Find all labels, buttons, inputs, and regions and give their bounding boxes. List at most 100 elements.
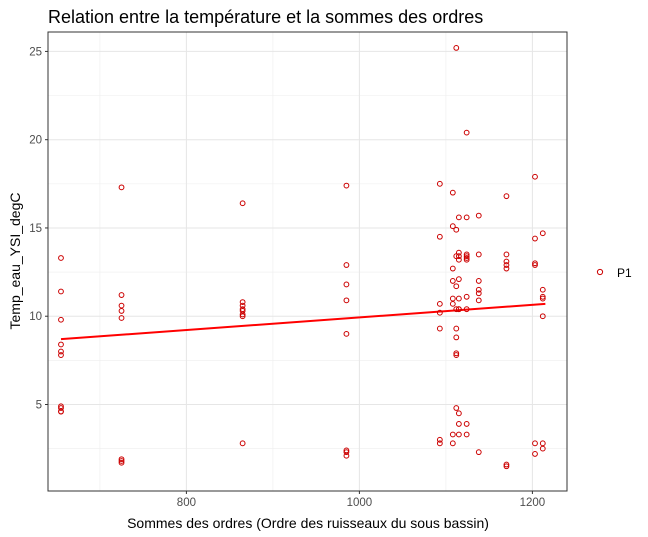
data-point (539, 293, 546, 300)
data-point (449, 300, 456, 307)
panel-border (47, 31, 568, 492)
data-point (532, 440, 538, 447)
data-point (463, 421, 470, 427)
chart-title: Relation entre la température et la somm… (48, 7, 483, 27)
data-point (475, 290, 482, 297)
data-point (455, 431, 462, 438)
data-point (453, 283, 460, 290)
legend-key-p1 (596, 268, 604, 276)
data-point (239, 311, 246, 318)
y-tick-label: 25 (29, 46, 42, 58)
data-point (118, 458, 125, 464)
x-axis-title: Sommes des ordres (Ordre des ruisseaux d… (127, 515, 489, 531)
data-point (436, 300, 443, 307)
data-point (455, 256, 462, 263)
data-point (475, 297, 482, 304)
data-point (539, 286, 546, 293)
data-point (455, 214, 462, 221)
data-point (455, 410, 462, 417)
data-point (532, 260, 538, 267)
data-point (503, 258, 510, 265)
data-point (503, 251, 510, 258)
grid-lines (47, 31, 568, 492)
data-point (453, 226, 460, 233)
data-point (539, 230, 546, 237)
data-point (532, 451, 538, 457)
data-point (343, 182, 350, 189)
data-point (436, 233, 443, 240)
data-point (436, 325, 443, 332)
data-point (455, 421, 462, 427)
y-tick-label: 10 (29, 311, 42, 323)
data-point (455, 276, 462, 283)
data-point (463, 253, 470, 260)
panel-background (48, 32, 567, 491)
data-point (239, 440, 246, 447)
data-point (436, 180, 443, 187)
x-tick-label: 1000 (347, 497, 373, 509)
data-point (453, 306, 460, 313)
data-point (449, 223, 456, 230)
data-point (58, 348, 64, 355)
data-point (239, 200, 246, 207)
data-point (463, 256, 470, 263)
data-point (58, 288, 64, 295)
data-point (343, 452, 350, 459)
data-point (436, 436, 443, 443)
data-point (118, 315, 125, 321)
y-tick-label: 15 (29, 223, 42, 235)
data-point (453, 352, 460, 358)
data-point (58, 255, 64, 261)
data-point (118, 456, 125, 463)
plot-panel (48, 32, 567, 491)
data-point (453, 325, 460, 332)
data-point (453, 405, 460, 411)
data-point (463, 431, 470, 438)
data-point (449, 431, 456, 438)
data-point (343, 262, 350, 268)
x-axis-ticks: 800 1000 1200 (177, 491, 545, 509)
data-point (453, 334, 460, 341)
data-point (453, 350, 460, 357)
y-tick-label: 20 (29, 135, 42, 147)
data-point (475, 212, 482, 219)
data-point (343, 330, 350, 337)
data-point (503, 262, 510, 268)
legend: P1 (596, 266, 632, 280)
data-point (475, 251, 482, 258)
data-point (58, 352, 64, 358)
data-point (503, 193, 510, 200)
data-point (343, 281, 350, 288)
data-point (503, 265, 510, 272)
data-point (118, 184, 125, 191)
data-point (532, 173, 538, 180)
data-point (449, 265, 456, 272)
data-points (58, 44, 546, 470)
data-point (539, 445, 546, 452)
data-point (455, 253, 462, 260)
data-point (449, 440, 456, 447)
data-point (58, 316, 64, 323)
data-point (475, 278, 482, 284)
data-point (475, 449, 482, 456)
data-point (436, 440, 443, 447)
data-point (58, 405, 64, 411)
y-axis-title: Temp_eau_YSI_degC (7, 193, 23, 330)
data-point (463, 293, 470, 300)
data-point (239, 299, 246, 306)
x-tick-label: 800 (177, 497, 196, 509)
data-point (463, 306, 470, 313)
data-point (503, 461, 510, 468)
legend-label-p1: P1 (617, 266, 632, 280)
data-point (118, 308, 125, 314)
data-point (463, 214, 470, 221)
data-point (453, 44, 460, 51)
data-point (532, 235, 538, 242)
data-point (239, 313, 246, 320)
data-point (503, 463, 510, 470)
y-axis-ticks: 5 10 15 20 25 (29, 46, 48, 411)
data-point (449, 189, 456, 196)
x-tick-label: 1200 (520, 497, 546, 509)
data-point (455, 295, 462, 302)
